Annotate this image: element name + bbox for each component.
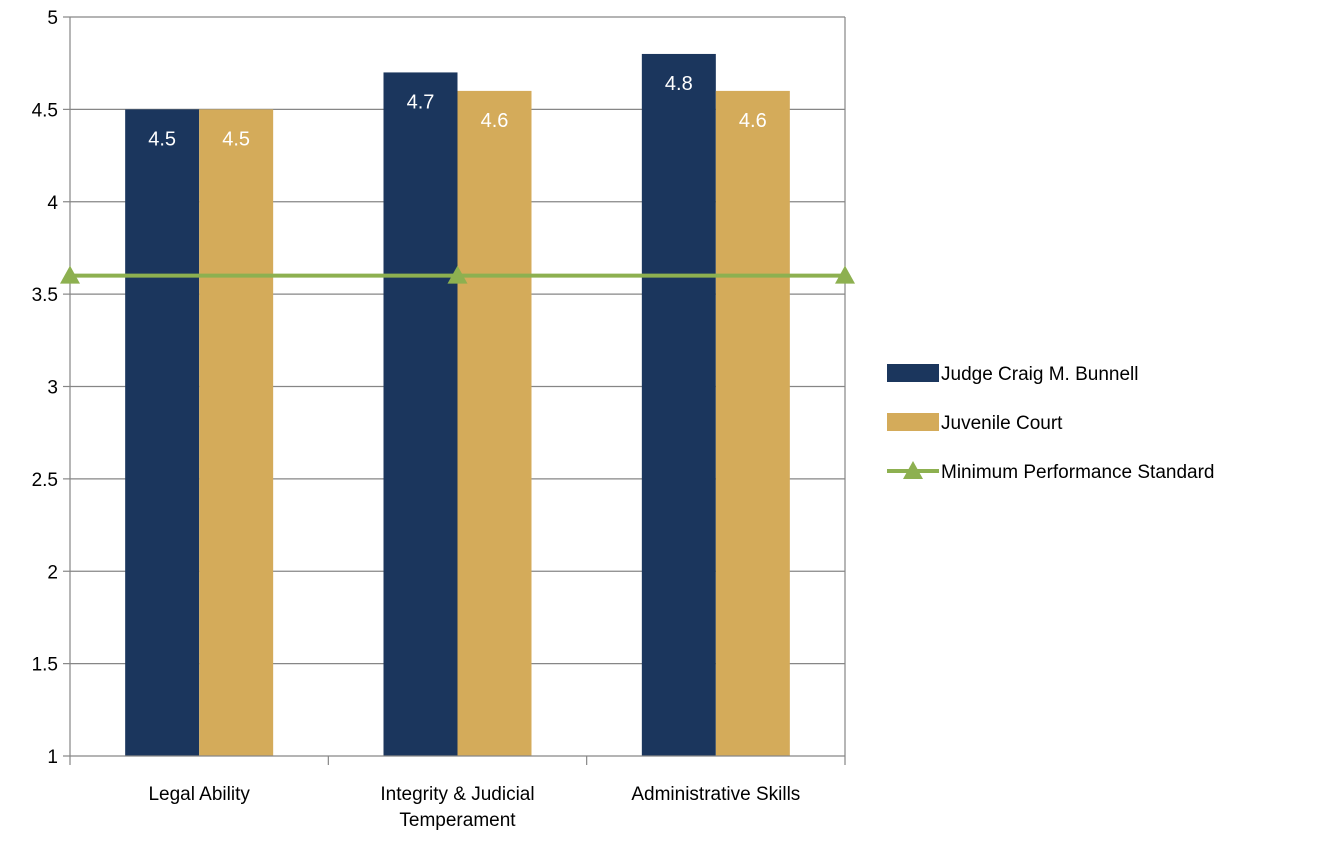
y-tick-label: 2 xyxy=(47,562,58,583)
legend-label: Judge Craig M. Bunnell xyxy=(941,364,1139,385)
standard-marker xyxy=(447,265,468,284)
standard-marker xyxy=(835,265,855,284)
y-tick-label: 1.5 xyxy=(32,655,58,676)
legend-label: Minimum Performance Standard xyxy=(941,462,1215,483)
data-labels: 4.5 4.7 4.8 4.5 4.6 4.6 xyxy=(148,73,766,150)
legend-swatch-marker xyxy=(903,461,923,479)
bar-data-label: 4.5 xyxy=(222,128,250,150)
bar-data-label: 4.6 xyxy=(481,110,509,132)
bar-data-label: 4.5 xyxy=(148,128,176,150)
y-tick-label: 3 xyxy=(47,378,58,399)
bar xyxy=(641,53,716,756)
x-category-label: Integrity & Judicial xyxy=(380,784,534,805)
bar xyxy=(383,72,458,757)
x-category-label: Legal Ability xyxy=(148,784,250,805)
axes: 1 1.5 2 2.5 3 3.5 4 4.5 5 Legal Ability Integrity … xyxy=(32,8,846,831)
standard-marker xyxy=(60,265,80,284)
legend: Judge Craig M. Bunnell Juvenile Court Mini… xyxy=(887,364,1215,483)
bar-data-label: 4.8 xyxy=(665,73,693,95)
y-tick-label: 2.5 xyxy=(32,470,58,491)
legend-label: Juvenile Court xyxy=(941,413,1063,434)
bar-data-label: 4.7 xyxy=(407,91,435,113)
bar-data-label: 4.6 xyxy=(739,110,767,132)
legend-swatch xyxy=(887,364,939,382)
bar xyxy=(457,90,532,756)
y-tick-label: 5 xyxy=(47,8,58,29)
y-tick-label: 4.5 xyxy=(32,100,58,121)
legend-swatch xyxy=(887,413,939,431)
x-category-label: Administrative Skills xyxy=(631,784,800,805)
standard-line xyxy=(60,265,855,284)
bar xyxy=(715,90,790,756)
y-tick-label: 1 xyxy=(47,747,58,768)
bar xyxy=(125,109,200,756)
y-tick-label: 4 xyxy=(47,193,58,214)
bars xyxy=(125,53,790,757)
y-tick-label: 3.5 xyxy=(32,285,58,306)
bar xyxy=(199,109,274,756)
x-category-label: Temperament xyxy=(399,810,516,831)
